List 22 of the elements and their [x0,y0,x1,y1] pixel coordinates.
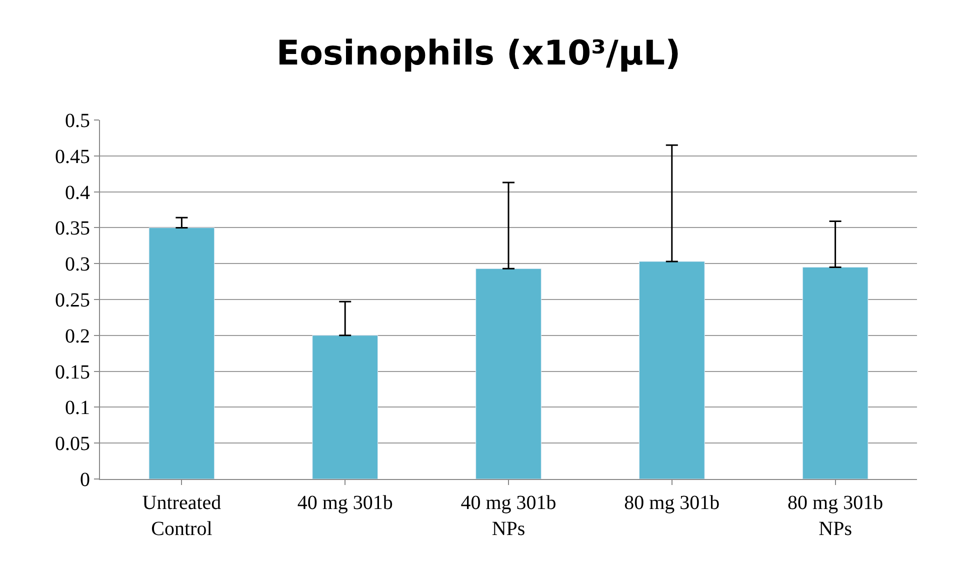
y-tick-label: 0 [80,469,90,491]
bar [476,268,542,479]
x-tick-label: Untreated Control [142,492,222,540]
bar [148,227,215,479]
y-tick-label: 0.15 [55,361,90,384]
y-tick-label: 0.05 [55,433,90,456]
y-tick-label: 0.1 [65,397,90,420]
y-tick-label: 0.3 [65,254,90,276]
y-tick-label: 0.2 [65,325,90,348]
bar [312,335,378,479]
y-tick-label: 0.25 [55,290,90,312]
x-tick-label: 80 mg 301b [624,492,720,514]
y-tick-label: 0.4 [65,182,90,204]
chart-title: Eosinophils (x10³/μL) [276,33,681,74]
x-tick-label: 40 mg 301b [297,492,393,514]
y-tick-label: 0.5 [65,110,90,132]
y-tick-label: 0.45 [55,146,90,168]
bar [802,266,868,479]
bar [638,261,705,479]
y-tick-label: 0.35 [55,218,90,240]
x-tick-label: 40 mg 301b NPs [460,492,556,540]
x-tick-label: 80 mg 301b NPs [788,492,884,540]
